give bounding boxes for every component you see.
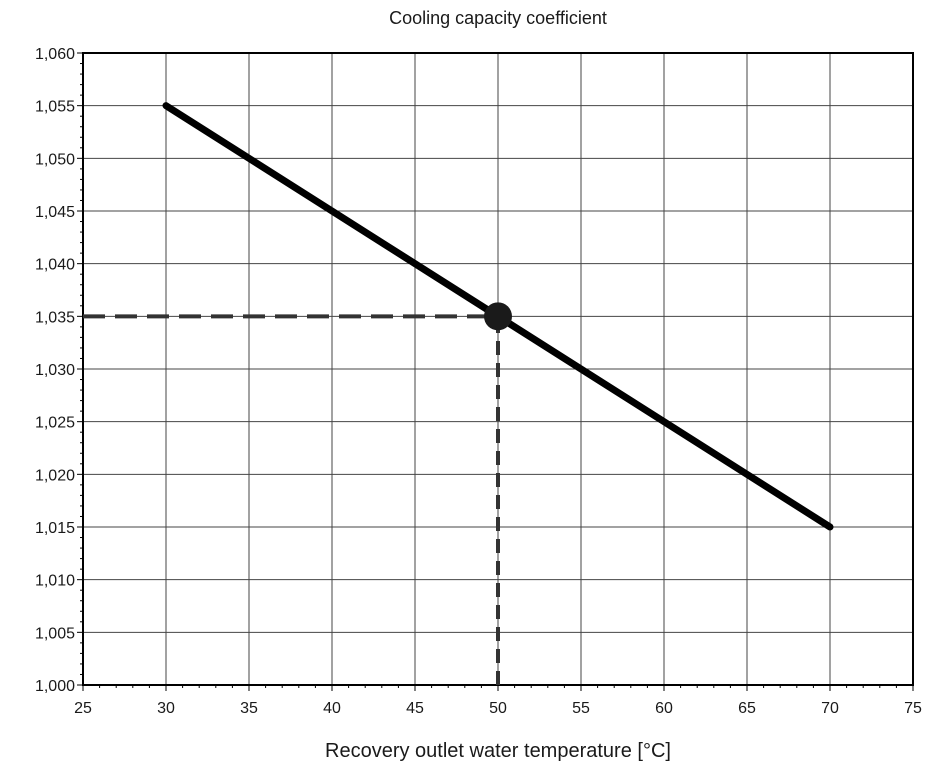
y-tick-label: 1,040	[35, 257, 75, 274]
y-tick-label: 1,015	[35, 520, 75, 537]
x-tick-label: 60	[655, 700, 673, 717]
highlight-point	[484, 302, 512, 331]
minor-ticks	[77, 52, 914, 691]
reference-lines	[83, 314, 500, 685]
y-tick-label: 1,055	[35, 99, 75, 116]
x-tick-label: 40	[323, 700, 341, 717]
chart-title: Cooling capacity coefficient	[389, 8, 607, 28]
y-tick-label: 1,060	[35, 46, 75, 63]
x-tick-label: 35	[240, 700, 258, 717]
y-tick-label: 1,045	[35, 204, 75, 221]
x-axis-title: Recovery outlet water temperature [°C]	[325, 740, 671, 762]
x-tick-label: 55	[572, 700, 590, 717]
y-tick-label: 1,005	[35, 625, 75, 642]
x-tick-label: 25	[74, 700, 92, 717]
y-tick-labels: 1,000 1,005 1,010 1,015 1,020 1,025 1,030 1,035…	[35, 46, 75, 695]
x-tick-label: 45	[406, 700, 424, 717]
series-group	[162, 102, 834, 531]
y-tick-label: 1,025	[35, 415, 75, 432]
x-tick-label: 65	[738, 700, 756, 717]
x-tick-label: 70	[821, 700, 839, 717]
y-tick-label: 1,030	[35, 362, 75, 379]
y-tick-label: 1,050	[35, 151, 75, 168]
x-tick-label: 30	[157, 700, 175, 717]
y-tick-label: 1,000	[35, 678, 75, 695]
y-tick-label: 1,035	[35, 309, 75, 326]
x-tick-label: 50	[489, 700, 507, 717]
y-tick-label: 1,010	[35, 573, 75, 590]
x-tick-labels: 25 30 35 40 45 50 55 60 65 70 75	[74, 700, 922, 717]
y-tick-label: 1,020	[35, 467, 75, 484]
x-tick-label: 75	[904, 700, 922, 717]
